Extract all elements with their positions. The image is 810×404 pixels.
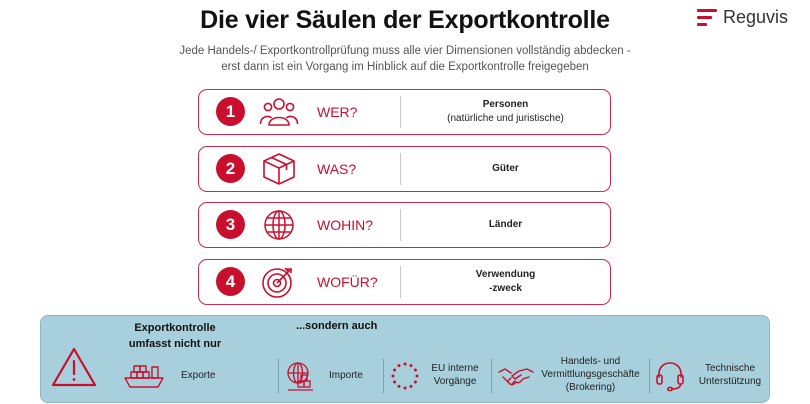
eu-star xyxy=(397,384,401,388)
pillar-question: WOHIN? xyxy=(317,217,373,233)
eu-stars-icon xyxy=(391,362,419,390)
pillar-answer: Personen (natürliche und juristische) xyxy=(401,90,610,133)
pillar-number-badge: 4 xyxy=(216,267,245,296)
panel-item-importe: Importe xyxy=(329,370,363,381)
eu-star xyxy=(409,364,413,368)
eu-star xyxy=(391,374,395,378)
eu-star xyxy=(403,386,407,390)
panel-separator xyxy=(491,359,492,393)
panel-item-brokering-line-1: Handels- und xyxy=(560,356,621,367)
panel-separator xyxy=(383,359,384,393)
pillar-answer-detail: -zweck xyxy=(489,282,522,294)
subtitle-line-2: erst dann ist ein Vorgang im Hinblick au… xyxy=(221,61,589,73)
panel-heading-but-also: ...sondern auch xyxy=(296,320,378,332)
pillar-question: WOFÜR? xyxy=(317,274,378,290)
eu-star xyxy=(397,364,401,368)
pillar-divider xyxy=(400,266,401,298)
box-icon xyxy=(263,153,295,185)
logo-text: Reguvis xyxy=(723,7,789,27)
pillar-answer-title: Länder xyxy=(488,218,523,230)
panel-item-eu: EU interne Vorgänge xyxy=(429,362,481,388)
eu-star xyxy=(393,380,397,384)
pillar-divider xyxy=(400,153,401,185)
panel-separator xyxy=(649,359,650,393)
pillar-number-badge: 1 xyxy=(216,97,245,126)
subtitle-line-1: Jede Handels-/ Exportkontrollprüfung mus… xyxy=(179,45,631,57)
people-icon xyxy=(259,98,299,126)
pillar-card-3: 3 WOHIN? Länder xyxy=(198,202,611,248)
pillar-answer-title: Personen xyxy=(482,98,529,110)
eu-star xyxy=(393,368,397,372)
panel-heading-line-1: Exportkontrolle xyxy=(134,322,216,334)
warning-icon xyxy=(51,347,97,387)
pillar-answer-title: Güter xyxy=(492,162,519,174)
pillar-card-1: 1 WER? Personen (natürliche und juristis… xyxy=(198,89,611,135)
handshake-icon xyxy=(498,368,534,386)
globe-icon xyxy=(264,210,294,240)
pillar-answer: Verwendung -zweck xyxy=(401,260,610,303)
reguvis-logo[interactable]: Reguvis xyxy=(697,7,788,28)
pillar-divider xyxy=(400,209,401,241)
eu-star xyxy=(403,362,407,366)
pillar-divider xyxy=(400,96,401,128)
pillar-answer-detail: (natürliche und juristische) xyxy=(447,112,564,124)
import-icon xyxy=(287,362,313,391)
pillar-answer: Güter xyxy=(401,147,610,190)
pillar-question: WAS? xyxy=(317,161,357,177)
panel-heading-not-only: Exportkontrolle umfasst nicht nur xyxy=(125,320,225,352)
ship-icon xyxy=(124,365,164,388)
eu-star xyxy=(409,384,413,388)
eu-star xyxy=(413,380,417,384)
panel-item-eu-line-1: EU interne xyxy=(431,363,479,374)
subtitle: Jede Handels-/ Exportkontrollprüfung mus… xyxy=(0,43,810,75)
pillar-answer: Länder xyxy=(401,203,610,246)
pillar-answer-title: Verwendung xyxy=(475,268,536,280)
eu-star xyxy=(413,368,417,372)
pillar-card-2: 2 WAS? Güter xyxy=(198,146,611,192)
panel-item-support-line-1: Technische xyxy=(704,363,756,374)
panel-separator xyxy=(278,359,279,393)
pillar-number-badge: 2 xyxy=(216,154,245,183)
scope-panel: Exportkontrolle umfasst nicht nur ...son… xyxy=(40,315,770,403)
panel-item-support: Technische Unterstützung xyxy=(693,362,767,388)
panel-item-brokering: Handels- und Vermittlungsgeschäfte (Brok… xyxy=(533,355,648,394)
panel-heading-line-2: umfasst nicht nur xyxy=(128,338,222,350)
eu-star xyxy=(415,374,419,378)
target-icon xyxy=(262,267,292,298)
panel-item-support-line-2: Unterstützung xyxy=(698,376,762,387)
panel-item-brokering-line-2: Vermittlungsgeschäfte xyxy=(541,369,640,380)
pillar-card-4: 4 WOFÜR? Verwendung -zweck xyxy=(198,259,611,305)
pillar-number-badge: 3 xyxy=(216,210,245,239)
panel-item-exporte: Exporte xyxy=(181,370,216,381)
page-title: Die vier Säulen der Exportkontrolle xyxy=(200,6,610,34)
reguvis-logo-icon xyxy=(697,8,717,27)
headset-icon xyxy=(656,362,684,392)
panel-item-eu-line-2: Vorgänge xyxy=(433,376,477,387)
panel-item-brokering-line-3: (Brokering) xyxy=(565,382,616,393)
pillar-question: WER? xyxy=(317,104,358,120)
